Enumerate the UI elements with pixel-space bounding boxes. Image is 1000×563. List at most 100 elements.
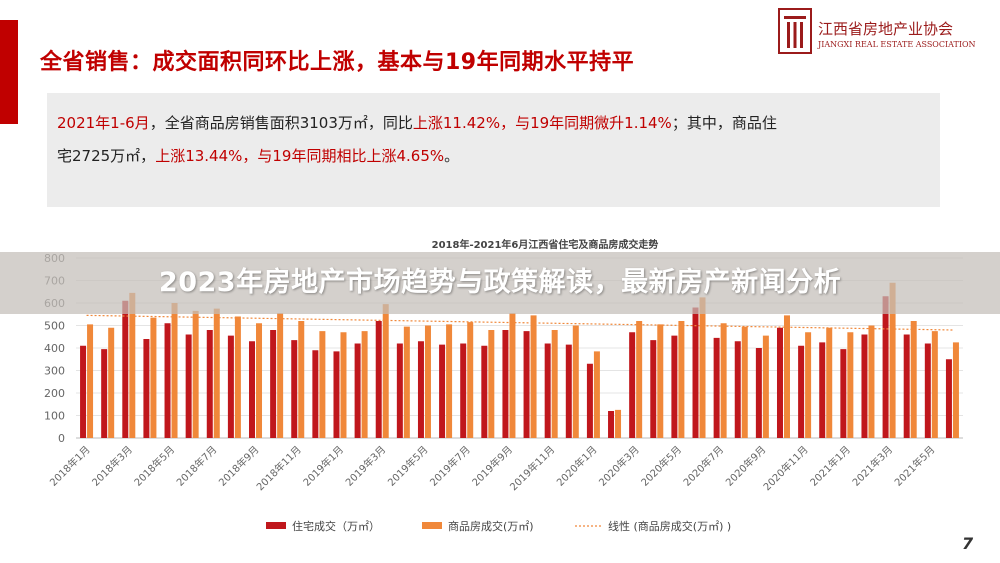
chart-title: 2018年-2021年6月江西省住宅及商品房成交走势 bbox=[432, 238, 659, 251]
bar-residential bbox=[122, 300, 129, 438]
x-tick-label: 2020年11月 bbox=[760, 443, 810, 493]
bar-commercial bbox=[636, 321, 643, 438]
bar-residential bbox=[544, 343, 551, 438]
x-tick-label: 2019年9月 bbox=[469, 443, 515, 489]
x-tick-label: 2020年3月 bbox=[596, 443, 642, 489]
summary-text: ，全省商品房销售面积3103万㎡，同比 bbox=[149, 114, 413, 132]
x-tick-label: 2020年7月 bbox=[680, 443, 726, 489]
bar-residential bbox=[776, 327, 783, 438]
bar-commercial bbox=[678, 321, 685, 438]
bar-commercial bbox=[741, 326, 748, 438]
bar-residential bbox=[629, 332, 636, 438]
bar-residential bbox=[840, 349, 847, 438]
logo-name-en: JIANGXI REAL ESTATE ASSOCIATION bbox=[818, 40, 976, 49]
bar-residential bbox=[755, 348, 762, 438]
bar-commercial bbox=[87, 324, 94, 438]
bar-commercial bbox=[530, 315, 537, 438]
summary-growth: 上涨11.42%，与19年同期微升1.14% bbox=[412, 114, 672, 132]
y-tick-label: 400 bbox=[44, 342, 65, 355]
bar-residential bbox=[439, 344, 446, 438]
bar-residential bbox=[713, 337, 720, 438]
bar-residential bbox=[502, 330, 509, 438]
y-tick-label: 300 bbox=[44, 365, 65, 378]
bar-residential bbox=[291, 340, 298, 438]
bar-residential bbox=[249, 341, 256, 438]
bar-commercial bbox=[488, 330, 495, 438]
bar-commercial bbox=[783, 315, 790, 438]
legend-swatch-residential bbox=[266, 522, 286, 529]
bar-commercial bbox=[129, 292, 136, 438]
summary-period: 2021年1-6月 bbox=[57, 114, 150, 132]
bar-commercial bbox=[213, 308, 220, 438]
bar-commercial bbox=[192, 310, 199, 438]
bar-residential bbox=[101, 349, 108, 438]
summary-text: 。 bbox=[444, 147, 460, 165]
summary-text: ；其中，商品住 bbox=[671, 114, 777, 132]
bar-commercial bbox=[319, 331, 326, 438]
bar-commercial bbox=[720, 323, 727, 438]
bar-residential bbox=[650, 340, 657, 438]
y-tick-label: 500 bbox=[44, 320, 65, 333]
bar-commercial bbox=[150, 317, 157, 438]
legend-label-commercial: 商品房成交(万㎡) bbox=[448, 519, 534, 533]
summary-line-1: 2021年1-6月，全省商品房销售面积3103万㎡，同比上涨11.42%，与19… bbox=[57, 107, 930, 140]
x-tick-label: 2019年11月 bbox=[507, 443, 557, 493]
bar-residential bbox=[945, 359, 952, 438]
association-logo: 江西省房地产业协会 JIANGXI REAL ESTATE ASSOCIATIO… bbox=[778, 6, 988, 56]
bar-residential bbox=[481, 345, 488, 438]
bar-residential bbox=[903, 334, 910, 438]
legend-label-residential: 住宅成交（万㎡） bbox=[292, 519, 380, 533]
trendline bbox=[86, 314, 953, 331]
summary-growth: 上涨13.44%，与19年同期相比上涨4.65% bbox=[155, 147, 445, 165]
bar-residential bbox=[586, 363, 593, 438]
bar-commercial bbox=[108, 327, 115, 438]
x-tick-label: 2018年11月 bbox=[254, 443, 304, 493]
bar-commercial bbox=[446, 324, 453, 438]
y-tick-label: 0 bbox=[58, 432, 65, 445]
y-tick-label: 100 bbox=[44, 410, 65, 423]
bar-residential bbox=[819, 342, 826, 438]
x-tick-label: 2018年9月 bbox=[216, 443, 262, 489]
bar-residential bbox=[671, 335, 678, 438]
bar-commercial bbox=[361, 331, 368, 438]
bar-commercial bbox=[424, 325, 431, 438]
bar-residential bbox=[270, 330, 277, 438]
bar-residential bbox=[417, 341, 424, 438]
bar-residential bbox=[164, 323, 171, 438]
bar-commercial bbox=[615, 409, 622, 438]
bar-residential bbox=[924, 343, 931, 438]
x-tick-label: 2019年3月 bbox=[343, 443, 389, 489]
bar-commercial bbox=[382, 304, 389, 438]
bar-commercial bbox=[910, 321, 917, 438]
bar-commercial bbox=[868, 325, 875, 438]
bar-residential bbox=[608, 411, 615, 438]
x-tick-label: 2018年5月 bbox=[131, 443, 177, 489]
bar-commercial bbox=[593, 351, 600, 438]
accent-bar bbox=[0, 20, 18, 124]
x-tick-label: 2019年1月 bbox=[300, 443, 346, 489]
bar-commercial bbox=[952, 342, 959, 438]
x-tick-label: 2020年1月 bbox=[554, 443, 600, 489]
bar-residential bbox=[565, 344, 572, 438]
bar-commercial bbox=[340, 332, 347, 438]
y-tick-label: 200 bbox=[44, 387, 65, 400]
bar-commercial bbox=[234, 316, 241, 438]
x-tick-label: 2019年5月 bbox=[385, 443, 431, 489]
bar-commercial bbox=[699, 297, 706, 438]
legend-swatch-commercial bbox=[422, 522, 442, 529]
logo-mark-icon bbox=[778, 8, 812, 54]
bar-residential bbox=[375, 321, 382, 438]
bar-commercial bbox=[256, 323, 263, 438]
x-tick-label: 2018年1月 bbox=[47, 443, 93, 489]
x-tick-label: 2021年3月 bbox=[849, 443, 895, 489]
bar-commercial bbox=[509, 313, 516, 438]
overlay-title: 2023年房地产市场趋势与政策解读，最新房产新闻分析 bbox=[158, 267, 842, 298]
bar-residential bbox=[227, 335, 234, 438]
summary-box: 2021年1-6月，全省商品房销售面积3103万㎡，同比上涨11.42%，与19… bbox=[47, 93, 940, 207]
bar-residential bbox=[861, 334, 868, 438]
bar-residential bbox=[460, 343, 467, 438]
bar-commercial bbox=[826, 327, 833, 438]
x-tick-label: 2021年5月 bbox=[892, 443, 938, 489]
bar-residential bbox=[333, 351, 340, 438]
bar-commercial bbox=[298, 321, 305, 438]
